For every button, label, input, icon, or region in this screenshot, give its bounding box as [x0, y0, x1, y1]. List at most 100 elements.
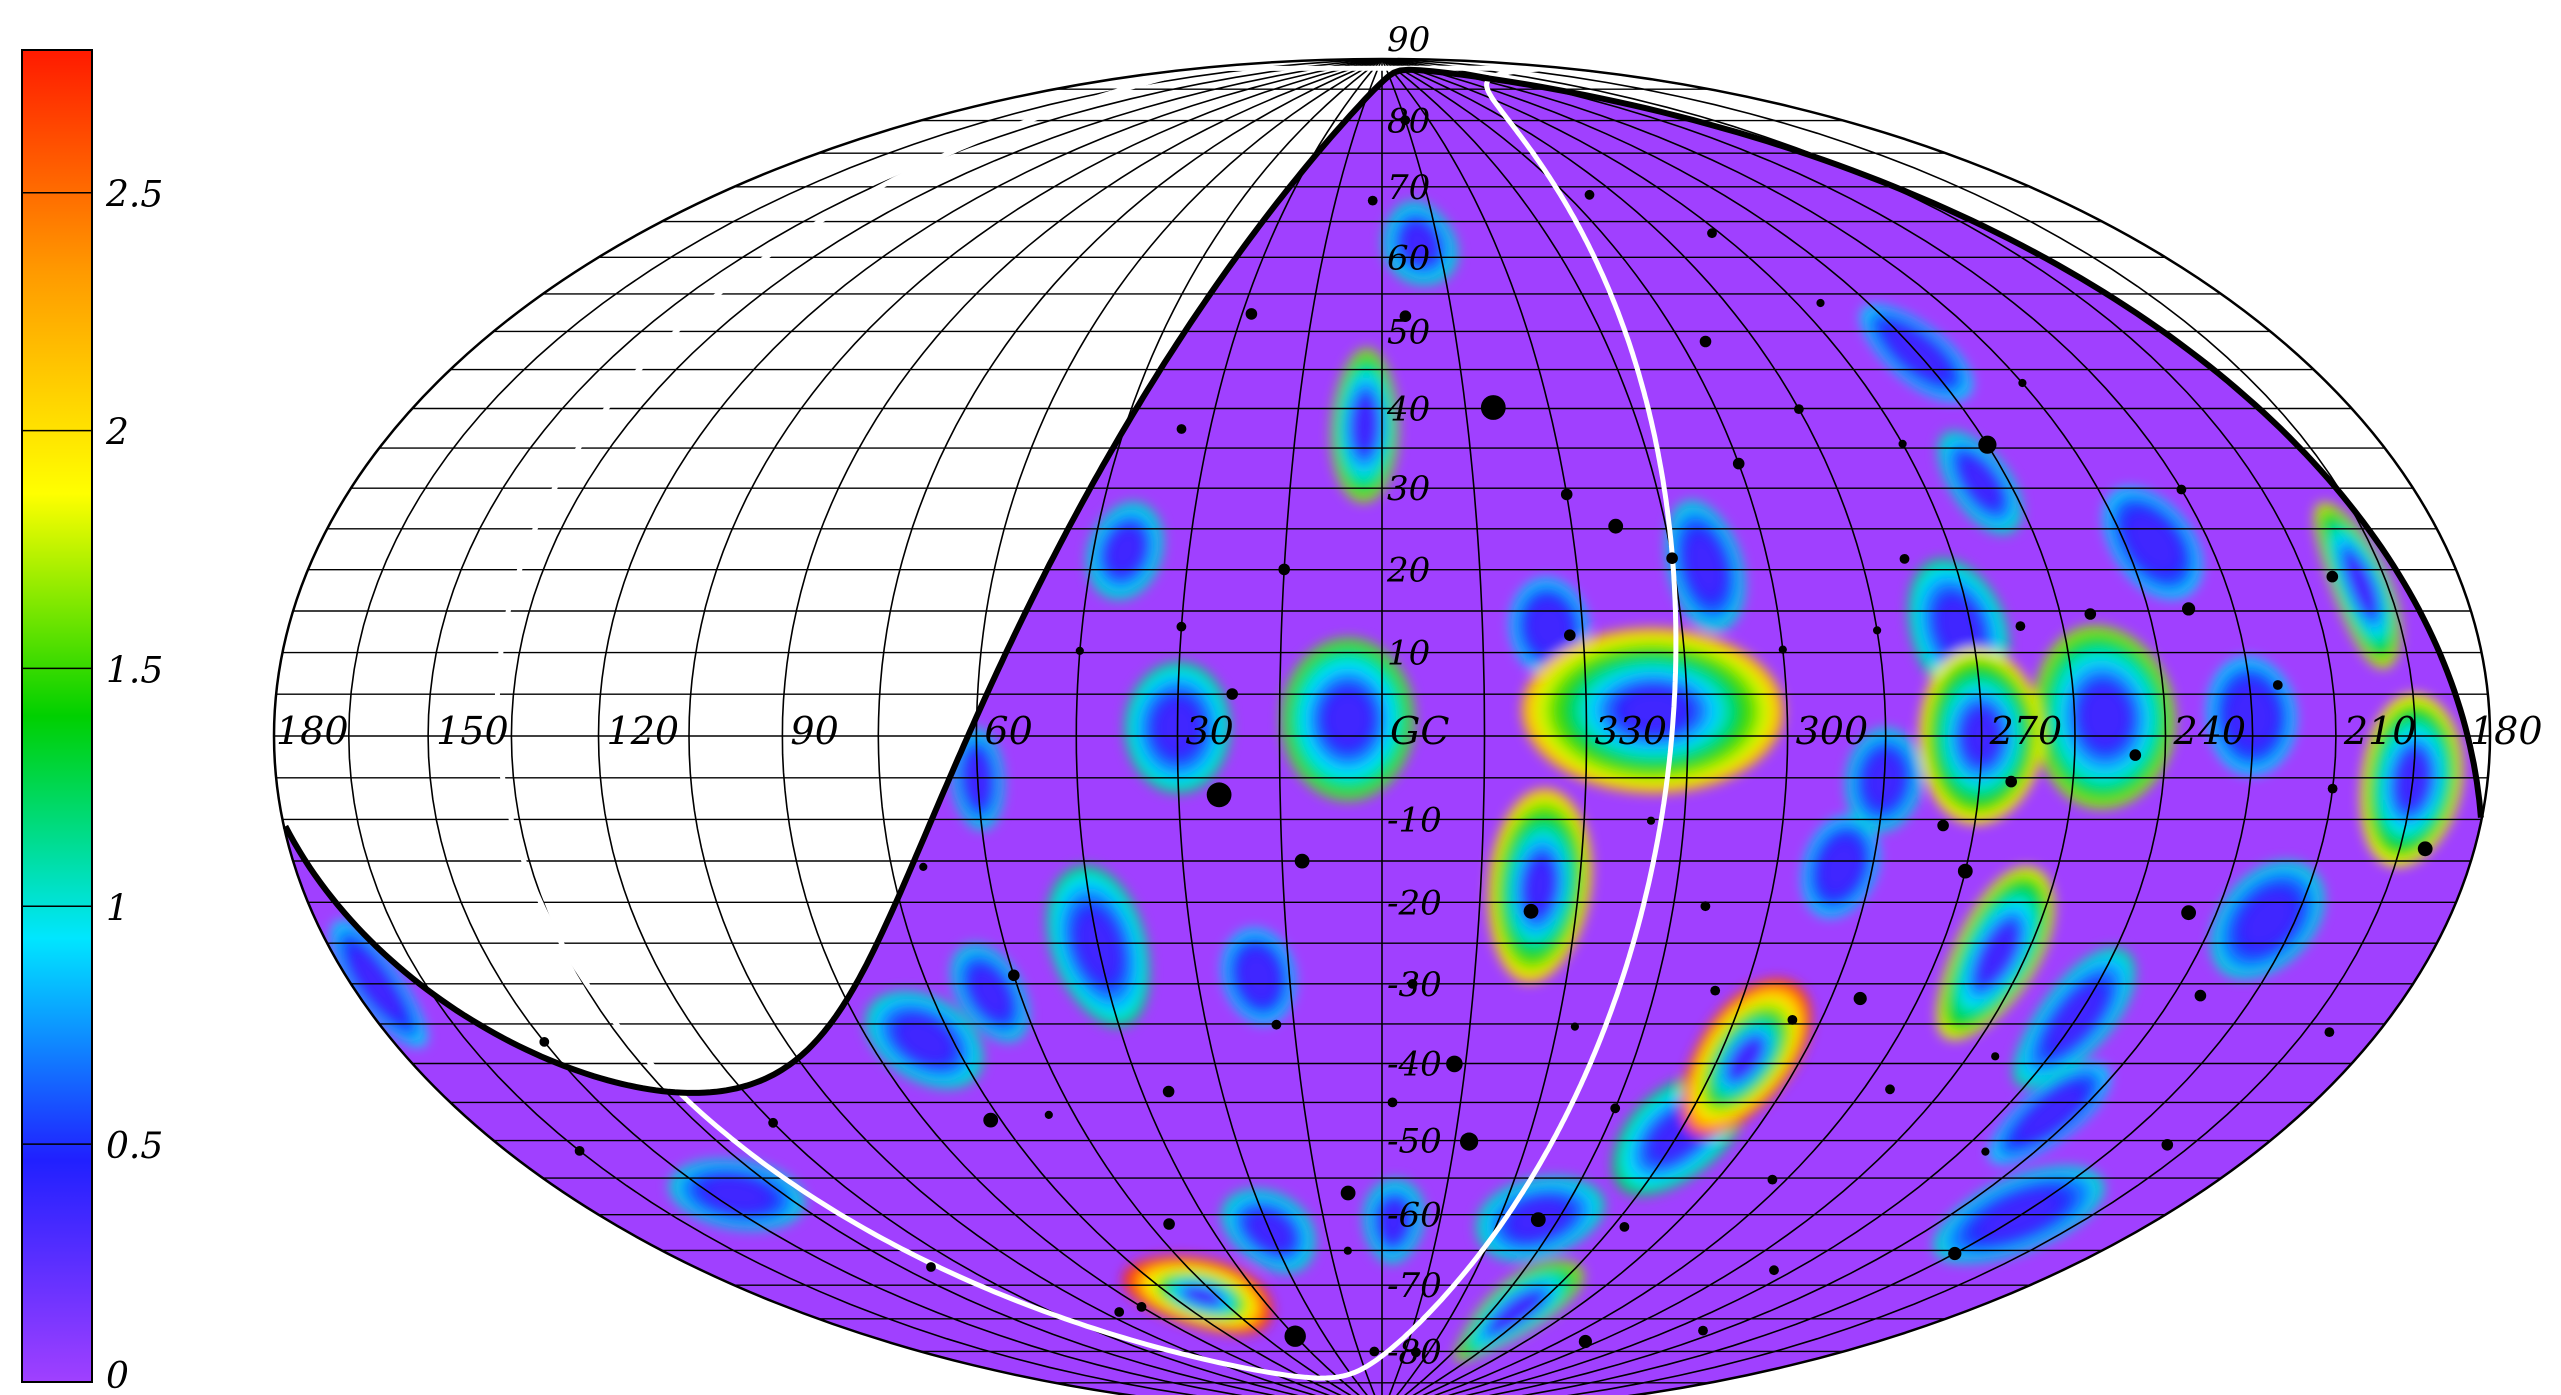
- latitude-label: -30: [1387, 965, 1442, 1005]
- heatmap-hotspot: [1936, 866, 2054, 1040]
- source-marker: [1816, 298, 1825, 308]
- longitude-label: 270: [1989, 709, 2063, 753]
- source-marker: [1564, 629, 1576, 641]
- source-marker: [1530, 1212, 1546, 1227]
- heatmap-hotspot: [2361, 693, 2463, 867]
- source-marker: [2084, 608, 2097, 620]
- colorbar-scale: [21, 49, 93, 1383]
- source-marker: [1885, 1084, 1895, 1095]
- source-marker: [1767, 1174, 1778, 1185]
- source-marker: [1732, 457, 1745, 470]
- longitude-label: 300: [1796, 709, 1869, 753]
- source-marker: [1411, 1347, 1421, 1358]
- source-marker: [1560, 488, 1573, 501]
- longitude-labels: 180 150 120 90 60 30 GC 330 300 270 240 210 180: [276, 709, 2543, 753]
- colorbar-tick-label: 0.5: [106, 1126, 163, 1167]
- source-marker: [1114, 1307, 1125, 1317]
- source-marker: [1948, 1246, 1962, 1261]
- source-marker: [2018, 378, 2027, 388]
- heatmap-hotspot: [1454, 1260, 1584, 1362]
- latitude-label: -10: [1387, 800, 1442, 840]
- source-marker: [1294, 853, 1310, 869]
- source-marker: [1707, 228, 1717, 239]
- source-marker: [2326, 570, 2339, 583]
- source-marker: [1271, 1019, 1282, 1030]
- latitude-label: 50: [1387, 312, 1430, 352]
- source-marker: [1343, 1246, 1352, 1255]
- source-markers: [539, 115, 2433, 1358]
- source-marker: [1898, 439, 1907, 448]
- source-marker: [2194, 989, 2207, 1002]
- exposure-boundary: [282, 66, 2484, 1096]
- source-marker: [1619, 1222, 1630, 1232]
- coordinate-grid: [274, 59, 2490, 1395]
- source-marker: [1957, 863, 1973, 879]
- sky-outline: [273, 57, 2491, 1395]
- heatmap-hotspot: [1908, 558, 2009, 699]
- heatmap-hotspot: [1938, 431, 2022, 534]
- heatmap-layer: [330, 201, 2482, 1362]
- source-marker: [919, 862, 928, 872]
- latitude-label: 70: [1387, 168, 1430, 208]
- source-marker: [2015, 621, 2026, 631]
- source-marker: [1873, 626, 1882, 635]
- latitude-label: -20: [1387, 883, 1442, 923]
- latitude-label: 40: [1386, 390, 1430, 430]
- source-marker: [539, 1037, 550, 1047]
- longitude-label: 150: [436, 709, 509, 753]
- heatmap-hotspot: [951, 944, 1029, 1042]
- source-marker: [2327, 783, 2338, 794]
- source-marker: [983, 1112, 999, 1128]
- latitude-label: -40: [1387, 1045, 1442, 1085]
- source-marker: [2272, 680, 2283, 690]
- source-marker: [1710, 985, 1721, 996]
- source-marker: [2182, 602, 2196, 616]
- longitude-label: 180: [276, 709, 349, 753]
- source-marker: [2129, 749, 2142, 761]
- source-marker: [1480, 395, 1506, 420]
- source-marker: [1584, 189, 1595, 200]
- longitude-label: GC: [1390, 709, 1449, 753]
- heatmap-hotspot: [1681, 978, 1812, 1137]
- source-marker: [2324, 1027, 2335, 1037]
- source-marker: [1794, 404, 1804, 414]
- source-marker: [1991, 1052, 2000, 1061]
- heatmap-hotspot: [1222, 928, 1295, 1024]
- longitude-label: 330: [1595, 709, 1668, 753]
- source-marker: [1369, 1346, 1380, 1357]
- source-marker: [1570, 1022, 1579, 1031]
- source-marker: [1407, 979, 1418, 989]
- source-marker: [1176, 424, 1187, 434]
- latitude-label: 80: [1387, 102, 1430, 142]
- source-marker: [2005, 775, 2017, 788]
- latitude-label: 30: [1387, 469, 1430, 509]
- longitude-label: 30: [1186, 709, 1234, 753]
- source-marker: [1245, 308, 1258, 320]
- source-marker: [1937, 819, 1949, 832]
- source-marker: [1608, 518, 1624, 534]
- source-marker: [1646, 816, 1656, 825]
- heatmap-hotspot: [1666, 500, 1745, 632]
- source-marker: [1446, 1055, 1463, 1073]
- source-marker: [926, 1262, 936, 1272]
- latitude-label: -80: [1387, 1332, 1442, 1372]
- heatmap-hotspot: [2314, 502, 2401, 669]
- source-marker: [1666, 552, 1678, 564]
- longitude-label: 120: [607, 709, 680, 753]
- colorbar-tick-label: 1: [106, 888, 129, 929]
- colorbar: 0 0.5 1 1.5 2 2.5: [21, 49, 163, 1395]
- source-marker: [2417, 841, 2433, 857]
- source-marker: [1981, 1147, 1990, 1156]
- latitude-label: -70: [1387, 1266, 1442, 1306]
- latitude-label: 60: [1387, 238, 1430, 278]
- colorbar-tick-label: 0: [106, 1356, 129, 1395]
- longitude-label: 240: [2173, 709, 2247, 753]
- heatmap-hotspot: [1122, 1256, 1273, 1335]
- latitude-label: -60: [1387, 1196, 1442, 1236]
- source-marker: [1978, 435, 1997, 454]
- source-marker: [1176, 621, 1187, 632]
- source-marker: [1400, 115, 1411, 126]
- supergalactic-plane-line: [494, 65, 1679, 1381]
